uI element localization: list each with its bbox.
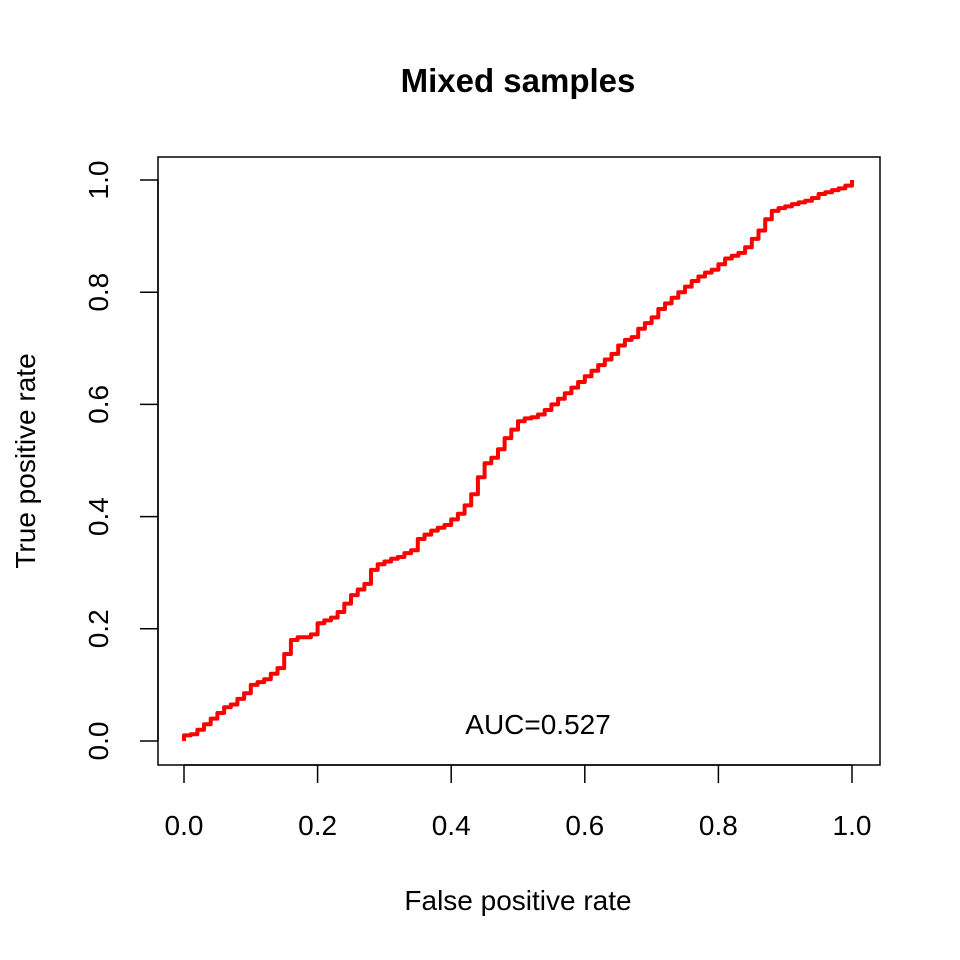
y-tick-label: 0.4 xyxy=(83,497,114,536)
x-tick-label: 0.0 xyxy=(165,810,204,841)
x-tick-label: 0.4 xyxy=(432,810,471,841)
series-layer xyxy=(182,180,854,741)
y-tick-label: 0.8 xyxy=(83,273,114,312)
y-tick-label: 0.2 xyxy=(83,609,114,648)
x-tick-label: 0.6 xyxy=(565,810,604,841)
roc-curve-line xyxy=(182,180,854,741)
y-axis-label: True positive rate xyxy=(10,353,41,568)
y-tick-label: 0.0 xyxy=(83,722,114,761)
x-tick-label: 0.8 xyxy=(699,810,738,841)
auc-annotation: AUC=0.527 xyxy=(465,709,611,740)
x-axis: 0.0 0.2 0.4 0.6 0.8 1.0 xyxy=(165,764,872,841)
x-axis-label: False positive rate xyxy=(404,885,631,916)
y-axis: 0.0 0.2 0.4 0.6 0.8 1.0 xyxy=(83,161,159,761)
x-tick-label: 1.0 xyxy=(833,810,872,841)
plot-frame xyxy=(157,156,881,766)
y-tick-label: 1.0 xyxy=(83,161,114,200)
chart-title: Mixed samples xyxy=(401,62,636,99)
y-tick-label: 0.6 xyxy=(83,385,114,424)
x-tick-label: 0.2 xyxy=(298,810,337,841)
